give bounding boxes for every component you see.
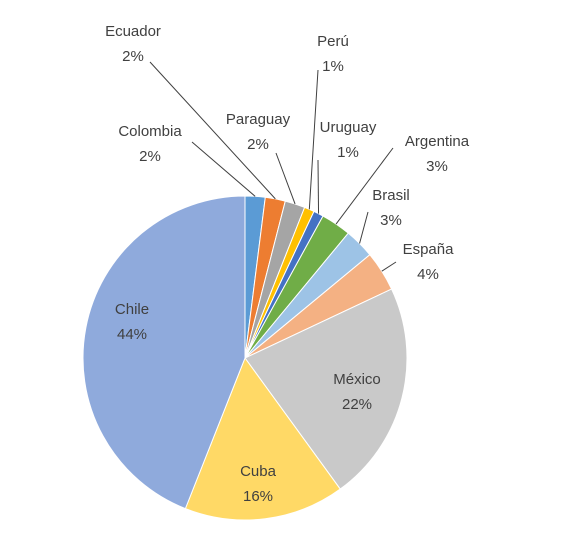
value-label: 44%	[117, 326, 147, 343]
category-label: Ecuador	[105, 23, 161, 40]
value-label: 22%	[342, 396, 372, 413]
category-label: Brasil	[372, 187, 410, 204]
category-label: México	[333, 371, 381, 388]
category-label: Perú	[317, 33, 349, 50]
value-label: 1%	[322, 58, 344, 75]
value-label: 2%	[247, 136, 269, 153]
category-label: Colombia	[118, 123, 182, 140]
value-label: 4%	[417, 266, 439, 283]
pie-slice	[82, 195, 246, 510]
value-label: 1%	[337, 144, 359, 161]
value-label: 2%	[139, 148, 161, 165]
leader-line	[149, 61, 276, 200]
leader-line	[359, 211, 369, 244]
category-label: Cuba	[240, 463, 277, 480]
category-label: Chile	[115, 301, 149, 318]
category-label: Paraguay	[226, 111, 291, 128]
pie-slice	[184, 356, 341, 521]
leader-line	[381, 261, 397, 272]
category-label: Uruguay	[320, 119, 377, 136]
leader-line	[308, 69, 319, 210]
category-label: Argentina	[405, 133, 470, 150]
category-label: España	[403, 241, 455, 258]
value-label: 2%	[122, 48, 144, 65]
pie-slice	[244, 288, 408, 490]
leader-line	[191, 141, 256, 197]
leader-line	[275, 152, 296, 205]
leader-line	[317, 159, 320, 214]
value-label: 3%	[426, 158, 448, 175]
value-label: 16%	[243, 488, 273, 505]
value-label: 3%	[380, 212, 402, 229]
leader-line	[335, 147, 394, 225]
